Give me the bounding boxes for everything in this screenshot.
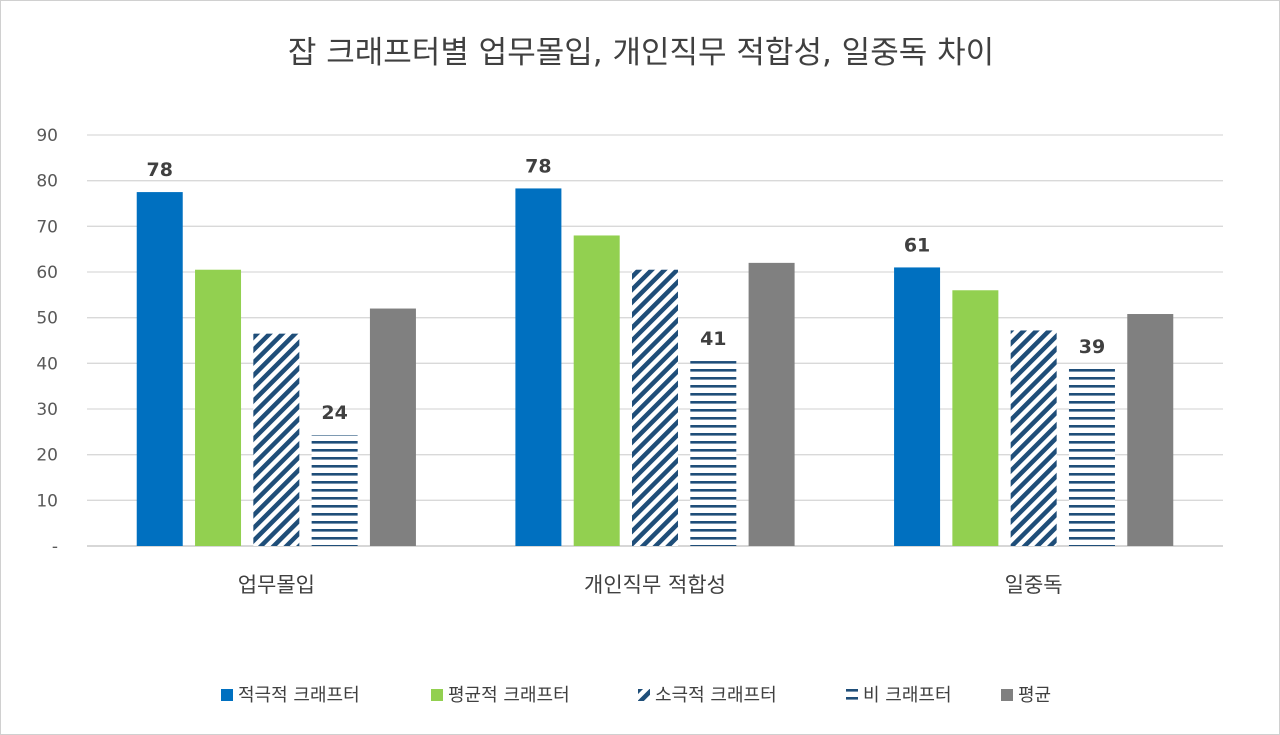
data-label: 24 [321,402,347,424]
y-axis-ticks: - 10 20 30 40 50 60 70 80 90 [36,126,58,557]
legend-swatch [431,689,443,701]
bar-3-2 [632,269,678,546]
data-label: 61 [904,234,930,256]
y-tick-label: 90 [36,126,58,146]
legend-label: 평균 [1018,685,1051,706]
y-tick-label: 40 [36,354,58,374]
bars [136,188,1174,547]
y-tick-label: 60 [36,263,58,283]
bar-4-1 [311,435,358,546]
bar-2-2 [573,235,620,546]
y-tick-label: 50 [36,309,58,329]
bar-3-3 [1010,330,1057,546]
legend-label: 적극적 크래프터 [238,685,360,706]
legend: 적극적 크래프터 평균적 크래프터 소극적 크래프터 비 크래프터 평균 [221,685,1051,706]
bar-1-1 [136,192,183,547]
legend-label: 비 크래프터 [863,685,952,706]
category-label: 개인직무 적합성 [584,573,726,597]
y-tick-label: 70 [36,217,58,237]
legend-item: 평균 [1001,685,1051,706]
bar-2-3 [952,290,999,546]
bar-2-1 [195,269,242,546]
legend-item: 평균적 크래프터 [431,685,570,706]
legend-swatch [846,689,858,701]
data-label: 41 [700,328,726,350]
legend-item: 적극적 크래프터 [221,685,360,706]
legend-item: 비 크래프터 [846,685,952,706]
bar-5-2 [748,262,795,546]
bar-4-3 [1068,368,1115,546]
chart-title: 잡 크래프터별 업무몰입, 개인직무 적합성, 일중독 차이 [288,35,994,71]
category-label: 업무몰입 [238,573,315,597]
bar-5-1 [369,308,416,546]
data-label: 78 [147,159,173,181]
data-label: 39 [1079,336,1105,358]
category-label: 일중독 [1005,573,1063,597]
legend-label: 평균적 크래프터 [448,685,570,706]
y-tick-label: 30 [36,400,58,420]
x-axis-categories: 업무몰입 개인직무 적합성 일중독 [238,573,1063,597]
data-label: 78 [525,155,551,177]
bar-5-3 [1127,314,1174,546]
bar-3-1 [253,333,300,546]
bar-4-2 [690,361,737,546]
legend-label: 소극적 크래프터 [655,685,777,706]
y-tick-label: 20 [36,446,58,466]
y-tick-label: - [52,537,58,557]
y-tick-label: 80 [36,172,58,192]
legend-swatch [638,689,650,701]
bar-1-2 [515,188,562,546]
bar-1-3 [894,267,941,546]
data-labels: 78 24 78 41 61 39 [147,155,1106,424]
legend-swatch [1001,689,1013,701]
y-tick-label: 10 [36,491,58,511]
legend-item: 소극적 크래프터 [638,685,777,706]
legend-swatch [221,689,233,701]
